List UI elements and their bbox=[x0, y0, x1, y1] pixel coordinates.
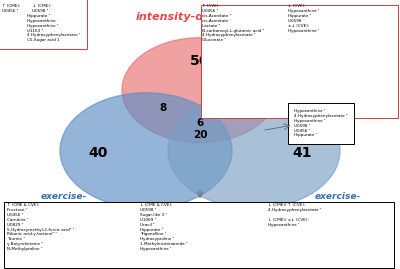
Text: 11: 11 bbox=[230, 103, 244, 113]
Circle shape bbox=[168, 93, 340, 208]
Text: 56: 56 bbox=[190, 54, 210, 68]
FancyBboxPatch shape bbox=[4, 202, 394, 268]
Text: 40: 40 bbox=[88, 146, 108, 160]
Text: ↓ (CME & CVE):
U0598 ¹
Sugar-like 3 ¹
U1069 ¹
Uracil ¹
Hippurate ¹
Trigonelline : ↓ (CME & CVE): U0598 ¹ Sugar-like 3 ¹ U1… bbox=[140, 203, 188, 251]
Text: exercise-
responsive (CME): exercise- responsive (CME) bbox=[20, 192, 108, 212]
Text: ↑ (CVE):
U0456 ¹
cis-Aconitate ¹
cis-Aconitate ´
Lactate ²
N-carbamoyl-L-glutami: ↑ (CVE): U0456 ¹ cis-Aconitate ¹ cis-Aco… bbox=[202, 4, 264, 42]
Text: intensity-dependent: intensity-dependent bbox=[136, 12, 264, 22]
Text: ↑ (CME & CVE):
Fructose ¹
U0456 ¹
Carnitine ¹
U0829 ¹
5-Hydroxymethyl-2-furoic a: ↑ (CME & CVE): Fructose ¹ U0456 ¹ Carnit… bbox=[7, 203, 74, 251]
Circle shape bbox=[122, 38, 278, 143]
Text: ↓ (CVE):
Hypoxanthine ¹
Hippurate ²
U0598 ´
±↓ (CVE):
Hypoxanthine ¹: ↓ (CVE): Hypoxanthine ¹ Hippurate ² U059… bbox=[288, 4, 320, 33]
Text: ↑ (CME):          ↓ (CME):
U0456 ¹           U0598 ²
                    Hippura: ↑ (CME): ↓ (CME): U0456 ¹ U0598 ² Hippur… bbox=[2, 4, 80, 42]
Text: 20: 20 bbox=[193, 130, 207, 140]
Text: 41: 41 bbox=[292, 146, 312, 160]
Text: ↓ (CME)/ ↑ (CVE):
4-Hydroxyphenylacetate ¹

↓ (CME)/ ±↓ (CVE):
Hypoxanthine ¹: ↓ (CME)/ ↑ (CVE): 4-Hydroxyphenylacetate… bbox=[268, 203, 322, 227]
Text: Hypoxanthine ¹
4-Hydroxyphenylacetate ²
Hypoxanthine ¹
U0598 ¹
U0456 ¹
Hippurate: Hypoxanthine ¹ 4-Hydroxyphenylacetate ² … bbox=[294, 109, 348, 137]
Text: 6: 6 bbox=[196, 118, 204, 128]
Text: 8: 8 bbox=[160, 103, 167, 113]
FancyBboxPatch shape bbox=[201, 5, 398, 118]
Text: exercise-
responsive (CVE): exercise- responsive (CVE) bbox=[295, 192, 381, 212]
Circle shape bbox=[60, 93, 232, 208]
